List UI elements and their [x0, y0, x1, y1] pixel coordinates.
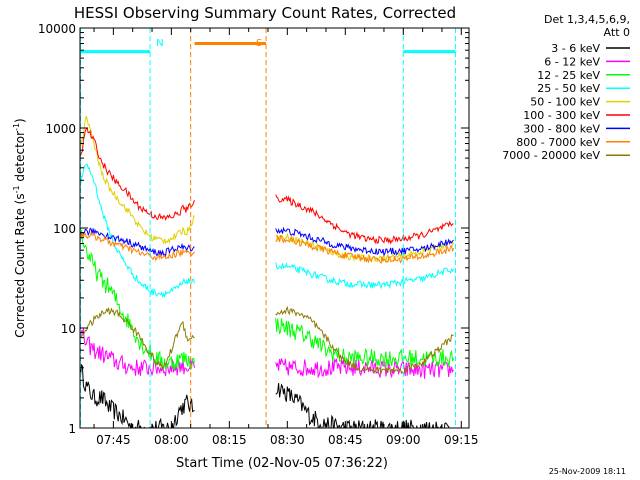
legend-label-5: 50 - 100 keV: [530, 96, 600, 109]
series-4: [80, 163, 454, 299]
series-layer: [80, 115, 454, 428]
series-8-line-segment-2: [275, 234, 454, 264]
series-6-line-segment-2: [275, 194, 454, 245]
y-tick-label-2: 10: [61, 322, 76, 336]
series-7: [80, 226, 454, 258]
y-axis-label: Corrected Count Rate (s-1 detector-1): [12, 118, 27, 337]
series-3-line-segment-2: [275, 318, 454, 368]
legend-label-7: 300 - 800 keV: [523, 122, 600, 135]
legend-label-9: 7000 - 20000 keV: [502, 149, 600, 162]
legend-label-4: 25 - 50 keV: [537, 82, 600, 95]
x-tick-label-3: 08:15: [212, 433, 247, 447]
series-2: [80, 327, 454, 379]
legend-header-line-2: Att 0: [604, 26, 630, 39]
x-tick-label-7: 09:15: [444, 433, 479, 447]
x-tick-label-2: 08:00: [154, 433, 189, 447]
y-tick-label-3: 100: [53, 222, 76, 236]
series-6: [80, 127, 454, 245]
legend-label-6: 100 - 300 keV: [523, 109, 600, 122]
y-tick-label-5: 10000: [38, 22, 76, 36]
x-axis: 07:45 08:00 08:15 08:30 08:45 09:00 09:15: [93, 28, 479, 447]
series-2-line-segment-2: [275, 357, 454, 379]
y-axis: 1 10 100 1000 10000: [38, 22, 469, 436]
y-tick-label-4: 1000: [45, 122, 76, 136]
series-5-line-segment-1: [80, 115, 195, 245]
legend-label-1: 3 - 6 keV: [551, 42, 600, 55]
x-tick-label-5: 08:45: [328, 433, 363, 447]
series-4-line-segment-2: [275, 262, 454, 290]
series-8: [80, 231, 454, 264]
series-4-line-segment-1: [80, 163, 195, 299]
flag-N-label: N: [156, 38, 163, 49]
flag-S-label: S: [256, 38, 262, 49]
x-tick-label-1: 07:45: [96, 433, 131, 447]
x-tick-label-4: 08:30: [270, 433, 305, 447]
x-axis-label: Start Time (02-Nov-05 07:36:22): [176, 456, 388, 471]
series-9: [80, 305, 454, 375]
legend-header-line-1: Det 1,3,4,5,6,9,: [544, 13, 630, 26]
series-9-line-segment-2: [275, 305, 454, 375]
x-tick-label-6: 09:00: [386, 433, 421, 447]
series-1: [80, 363, 454, 428]
series-7-line-segment-1: [80, 227, 195, 258]
plot-area: [79, 27, 470, 429]
legend-label-3: 12 - 25 keV: [537, 69, 600, 82]
chart-title: HESSI Observing Summary Count Rates, Cor…: [74, 4, 456, 22]
legend-label-8: 800 - 7000 keV: [516, 136, 600, 149]
series-7-line-segment-2: [275, 226, 454, 257]
series-6-line-segment-1: [80, 127, 195, 221]
series-3: [80, 230, 454, 372]
series-1-line-segment-2: [275, 383, 454, 428]
flag-layer: [80, 28, 456, 428]
series-9-line-segment-1: [80, 307, 195, 369]
legend-label-2: 6 - 12 keV: [544, 55, 600, 68]
series-3-line-segment-1: [80, 230, 195, 372]
y-tick-label-1: 1: [68, 422, 76, 436]
generated-timestamp: 25-Nov-2009 18:11: [549, 467, 626, 476]
series-8-line-segment-1: [80, 231, 195, 262]
series-2-line-segment-1: [80, 327, 195, 377]
series-1-line-segment-1: [80, 363, 195, 428]
